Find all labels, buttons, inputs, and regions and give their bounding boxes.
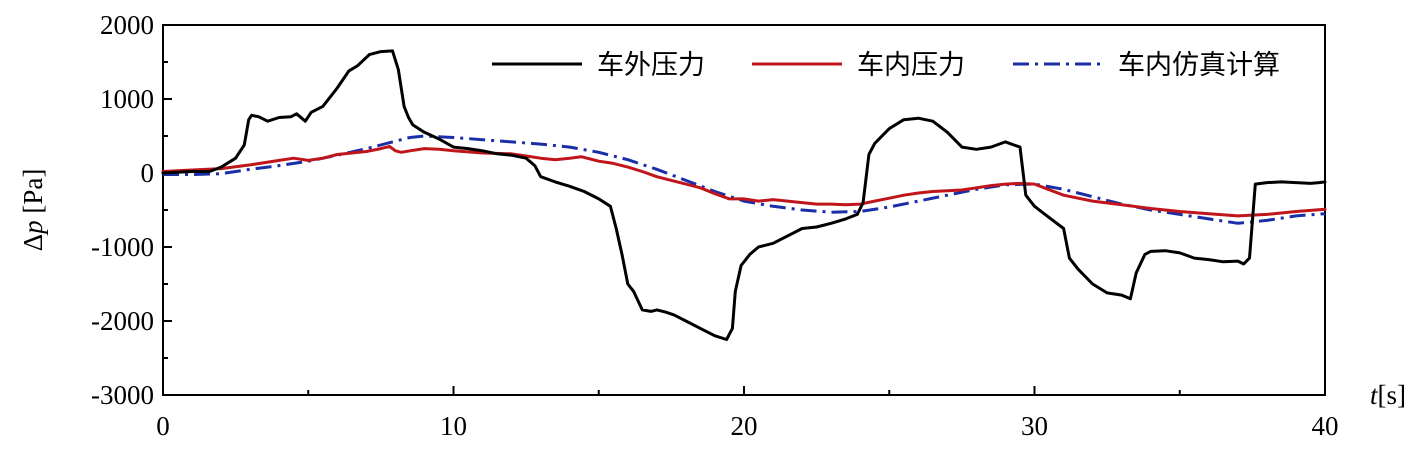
x-axis-label-variable: t xyxy=(1370,380,1379,410)
y-axis-label: Δp [Pa] xyxy=(18,169,48,252)
y-tick-label: 1000 xyxy=(100,84,154,114)
y-tick-label: -2000 xyxy=(91,306,154,336)
legend: 车外压力 车内压力 车内仿真计算 xyxy=(492,50,1280,81)
x-tick-label: 30 xyxy=(1021,411,1048,441)
legend-label: 车内仿真计算 xyxy=(1118,50,1280,81)
y-tick-label: 2000 xyxy=(100,10,154,40)
x-tick-label: 0 xyxy=(156,411,170,441)
x-axis-label-unit: [s] xyxy=(1378,380,1407,410)
y-axis-label-unit: [Pa] xyxy=(18,169,48,221)
y-tick-label: -1000 xyxy=(91,232,154,262)
y-tick-label: 0 xyxy=(141,158,155,188)
x-tick-label: 10 xyxy=(440,411,467,441)
series-inside-simulation xyxy=(163,134,1326,225)
series-inside-pressure xyxy=(161,144,1327,218)
x-tick-label: 20 xyxy=(731,411,758,441)
y-tick-label: -3000 xyxy=(91,380,154,410)
axis-tick-labels: 0 10 20 30 40 -3000 -2000 -1000 0 1000 2000 xyxy=(91,10,1339,441)
x-axis-label: t[s] xyxy=(1370,380,1406,410)
data-series xyxy=(161,49,1327,341)
legend-label: 车外压力 xyxy=(597,50,705,81)
x-tick-label: 40 xyxy=(1312,411,1339,441)
axis-ticks xyxy=(163,61,1181,395)
svg-text:Δp [Pa]: Δp [Pa] xyxy=(18,169,48,252)
series-outside-pressure xyxy=(161,49,1327,341)
legend-label: 车内压力 xyxy=(857,50,965,81)
y-axis-label-symbol: Δ xyxy=(18,234,48,251)
y-axis-label-variable: p xyxy=(18,220,48,236)
